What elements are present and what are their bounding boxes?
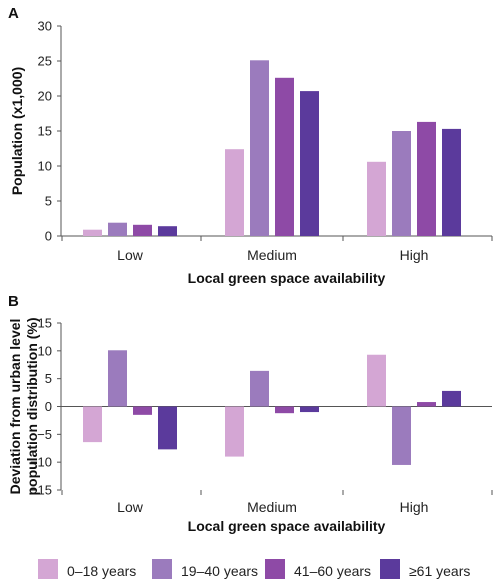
bar: [392, 131, 411, 236]
legend-label: ≥61 years: [409, 563, 470, 579]
legend-swatch: [380, 559, 400, 579]
x-category-label: Low: [117, 499, 144, 515]
x-category-label: High: [400, 499, 429, 515]
y-tick-label: 0: [45, 399, 52, 414]
bar: [392, 406, 411, 465]
x-category-label: Medium: [247, 247, 297, 263]
x-category-label: High: [400, 247, 429, 263]
bar: [225, 149, 244, 236]
y-tick-label: 20: [38, 89, 52, 104]
legend-label: 0–18 years: [67, 563, 136, 579]
bar: [83, 406, 102, 443]
chart-panel-b: B −15 −10 −5 0 5 10 15 Low Medium High Local green …: [7, 293, 493, 534]
bar: [225, 406, 244, 457]
y-tick-label: 15: [38, 124, 52, 139]
bar: [275, 406, 294, 414]
bar: [108, 222, 127, 236]
bar: [108, 350, 127, 407]
y-tick-label: 5: [45, 194, 52, 209]
bar: [367, 161, 386, 236]
y-tick-label: 15: [38, 316, 52, 331]
legend-swatch: [38, 559, 58, 579]
bar: [300, 406, 319, 413]
x-category-label: Medium: [247, 499, 297, 515]
legend-swatch: [265, 559, 285, 579]
chart-legend: 0–18 years 19–40 years 41–60 years ≥61 year…: [38, 559, 470, 579]
y-axis-title-line: population distribution (%): [24, 317, 40, 495]
bar: [442, 128, 461, 236]
bar: [83, 229, 102, 236]
legend-label: 41–60 years: [294, 563, 371, 579]
bar: [367, 354, 386, 407]
panel-letter: B: [8, 293, 19, 310]
bar: [158, 406, 177, 450]
x-axis-title: Local green space availability: [188, 518, 386, 534]
y-tick-label: 10: [38, 159, 52, 174]
bar: [417, 121, 436, 236]
y-tick-label: 5: [45, 371, 52, 386]
bar: [300, 91, 319, 236]
y-axis-title: Population (x1,000): [9, 67, 25, 195]
bar: [133, 406, 152, 415]
legend-swatch: [152, 559, 172, 579]
bar: [250, 370, 269, 407]
bar: [275, 77, 294, 236]
y-tick-label: −15: [30, 483, 52, 498]
y-tick-label: −10: [30, 455, 52, 470]
y-tick-label: −5: [37, 427, 52, 442]
bar: [158, 226, 177, 236]
x-axis-title: Local green space availability: [188, 270, 386, 286]
legend-label: 19–40 years: [181, 563, 258, 579]
chart-panel-a: A 0 5 10 15 20 25 30 Low Medium High Local green sp…: [8, 5, 493, 286]
y-axis-title-line: Deviation from urban level: [7, 319, 23, 495]
bar: [442, 390, 461, 407]
bar: [250, 60, 269, 236]
y-tick-label: 0: [45, 229, 52, 244]
bar: [133, 224, 152, 236]
bar: [417, 402, 436, 407]
y-tick-label: 30: [38, 19, 52, 34]
x-category-label: Low: [117, 247, 144, 263]
panel-letter: A: [8, 5, 19, 22]
y-tick-label: 25: [38, 54, 52, 69]
y-tick-label: 10: [38, 343, 52, 358]
